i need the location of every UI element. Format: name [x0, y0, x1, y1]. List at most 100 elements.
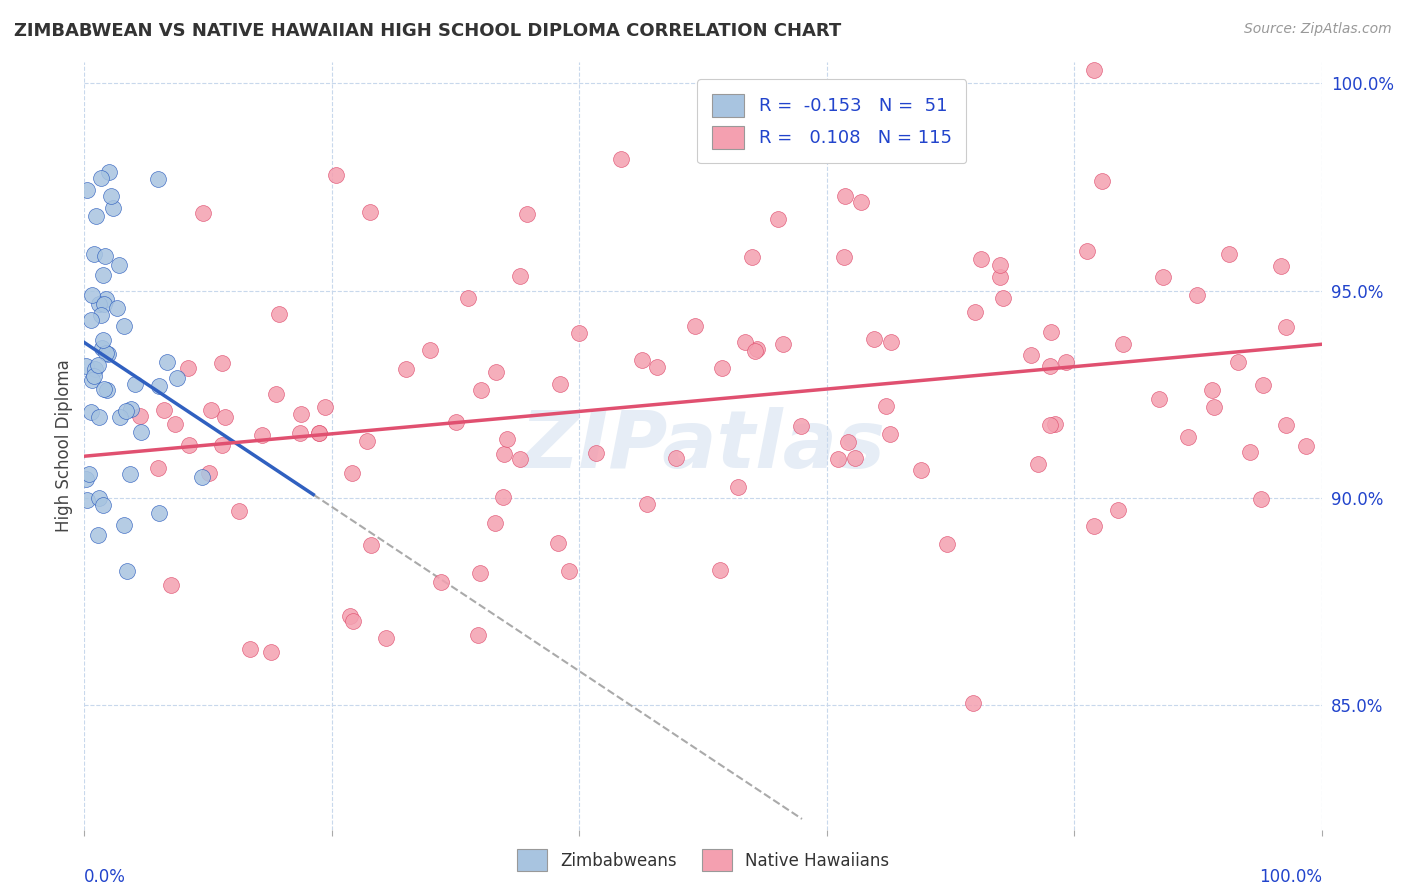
- Text: Source: ZipAtlas.com: Source: ZipAtlas.com: [1244, 22, 1392, 37]
- Point: [1270, 259, 1292, 273]
- Point: [636, 497, 658, 511]
- Point: [118, 467, 141, 482]
- Point: [82, 373, 104, 387]
- Point: [1091, 174, 1114, 188]
- Point: [1147, 392, 1170, 407]
- Point: [93, 296, 115, 310]
- Point: [288, 425, 311, 440]
- Point: [339, 609, 361, 624]
- Point: [457, 291, 479, 305]
- Point: [342, 614, 364, 628]
- Point: [509, 268, 531, 283]
- Point: [1043, 417, 1066, 431]
- Point: [1295, 439, 1317, 453]
- Point: [200, 403, 222, 417]
- Point: [80, 405, 103, 419]
- Point: [191, 206, 214, 220]
- Point: [1239, 445, 1261, 459]
- Point: [837, 435, 859, 450]
- Point: [148, 460, 170, 475]
- Point: [585, 446, 607, 460]
- Point: [93, 499, 115, 513]
- Point: [79, 313, 101, 327]
- Point: [962, 696, 984, 710]
- Point: [516, 206, 538, 220]
- Point: [711, 360, 734, 375]
- Point: [683, 319, 706, 334]
- Point: [485, 365, 508, 379]
- Point: [1039, 359, 1062, 373]
- Point: [176, 361, 198, 376]
- Point: [94, 249, 117, 263]
- Point: [267, 308, 290, 322]
- Point: [107, 258, 129, 272]
- Point: [87, 491, 110, 505]
- Point: [356, 434, 378, 448]
- Point: [849, 195, 872, 210]
- Text: ZIPatlas: ZIPatlas: [520, 407, 886, 485]
- Legend: Zimbabweans, Native Hawaiians: Zimbabweans, Native Hawaiians: [509, 841, 897, 880]
- Point: [494, 447, 516, 461]
- Point: [990, 258, 1012, 272]
- Point: [91, 268, 114, 283]
- Point: [467, 628, 489, 642]
- Point: [963, 305, 986, 319]
- Point: [211, 438, 233, 452]
- Point: [76, 493, 98, 508]
- Point: [1111, 336, 1133, 351]
- Point: [148, 379, 170, 393]
- Point: [547, 536, 569, 550]
- Point: [91, 333, 114, 347]
- Point: [90, 309, 112, 323]
- Point: [94, 292, 117, 306]
- Point: [90, 170, 112, 185]
- Y-axis label: High School Diploma: High School Diploma: [55, 359, 73, 533]
- Point: [166, 371, 188, 385]
- Point: [484, 516, 506, 530]
- Point: [1019, 348, 1042, 362]
- Point: [1251, 378, 1274, 392]
- Point: [115, 404, 138, 418]
- Point: [834, 188, 856, 202]
- Point: [744, 343, 766, 358]
- Point: [87, 528, 110, 542]
- Point: [709, 563, 731, 577]
- Text: 0.0%: 0.0%: [84, 869, 127, 887]
- Point: [470, 383, 492, 397]
- Point: [444, 415, 467, 429]
- Point: [1056, 355, 1078, 369]
- Point: [747, 342, 769, 356]
- Point: [1202, 401, 1225, 415]
- Point: [1076, 244, 1098, 258]
- Point: [548, 376, 571, 391]
- Point: [1201, 383, 1223, 397]
- Point: [108, 409, 131, 424]
- Point: [177, 438, 200, 452]
- Point: [129, 409, 152, 423]
- Point: [120, 401, 142, 416]
- Point: [664, 450, 686, 465]
- Point: [558, 564, 581, 578]
- Point: [827, 451, 849, 466]
- Point: [148, 506, 170, 520]
- Point: [789, 419, 811, 434]
- Point: [250, 428, 273, 442]
- Point: [1083, 62, 1105, 77]
- Point: [163, 417, 186, 431]
- Point: [198, 466, 221, 480]
- Point: [75, 472, 97, 486]
- Point: [772, 337, 794, 351]
- Point: [101, 201, 124, 215]
- Point: [645, 359, 668, 374]
- Point: [610, 153, 633, 167]
- Point: [1218, 247, 1240, 261]
- Point: [970, 252, 993, 266]
- Point: [146, 171, 169, 186]
- Point: [375, 632, 398, 646]
- Point: [630, 352, 652, 367]
- Point: [863, 332, 886, 346]
- Point: [880, 334, 903, 349]
- Point: [910, 463, 932, 477]
- Point: [83, 369, 105, 384]
- Point: [1039, 417, 1062, 432]
